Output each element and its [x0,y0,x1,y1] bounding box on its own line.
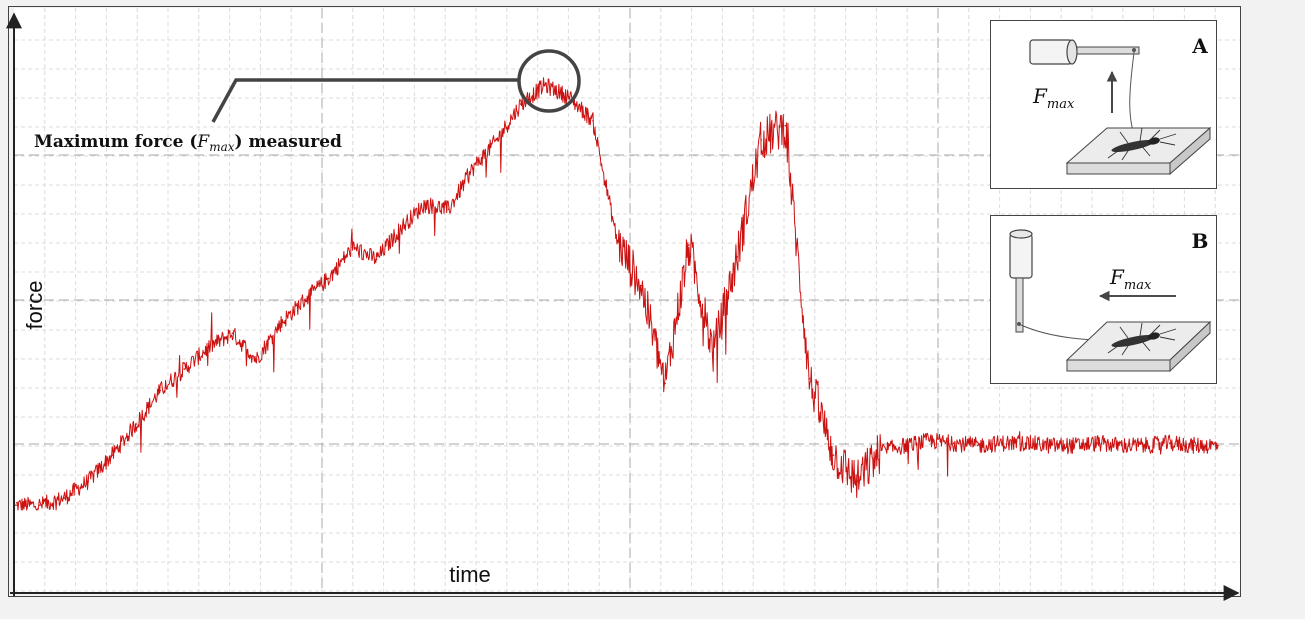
force-data-point [1097,442,1099,444]
force-data-point [976,444,979,447]
sensor-b-cap [1009,229,1033,239]
plate-a-side [1169,126,1211,176]
force-data-point [39,504,41,507]
inset-b: B Fmax [990,215,1217,384]
force-data-point [1169,442,1171,444]
force-data-point [736,256,738,258]
insect-b [1107,322,1177,356]
force-data-point [712,351,714,354]
annotation-leader-line [211,78,519,123]
force-data-point [592,120,594,122]
force-data-point [279,323,282,325]
inset-b-label: B [1192,229,1209,253]
force-data-point [231,332,234,335]
force-label-a: Fmax [1032,84,1075,112]
force-data-point [159,389,161,392]
force-data-point [1024,442,1027,444]
sensor-a-body [1029,39,1073,65]
sensor-b-probe [1015,277,1024,333]
force-data-point [520,103,522,105]
force-data-point [447,208,450,210]
force-data-point [87,480,89,483]
figure-frame [8,6,1241,597]
force-data-point [568,96,570,98]
force-data-point [472,167,474,170]
force-data-point [688,244,690,246]
sensor-b-body [1009,233,1033,279]
probe-b-tip [1017,322,1021,326]
force-data-point [808,377,811,380]
force-data-point [351,246,354,249]
force-data-point [784,124,787,127]
x-axis-label: time [449,562,491,587]
force-data-point [1073,444,1075,447]
force-data-point [15,504,17,507]
force-data-point [183,368,186,370]
force-data-point [832,454,835,456]
force-data-point [664,382,666,385]
force-data-point [375,258,378,261]
max-force-annotation: Maximum force (Fmax) measured [34,49,581,154]
plate-b-side [1169,320,1211,373]
force-data-point [616,239,618,241]
insect-a [1107,127,1177,161]
annotation-text: Maximum force (Fmax) measured [34,132,342,154]
inset-a-label: A [1191,34,1208,58]
plate-a-front [1066,162,1171,175]
sensor-a-cap [1066,39,1078,65]
inset-a: A Fmax [990,20,1217,189]
force-label-b: Fmax [1109,265,1152,293]
force-data-point [207,346,210,349]
force-data-point [63,497,65,499]
force-data-point [1193,444,1195,447]
sensor-a-probe [1076,46,1140,55]
grid-minor [14,8,1240,592]
force-data-point [880,449,883,452]
force-data-point [135,423,137,425]
force-data-point [760,139,762,141]
probe-a-tip [1132,48,1136,52]
force-data-point [1000,442,1003,444]
force-data-point [544,84,546,86]
y-axis-label: force [22,281,47,330]
force-data-point [952,442,955,444]
series-layer [15,77,1219,511]
force-data-point [303,299,306,301]
force-data-point [255,358,258,361]
force-data-point [496,139,498,141]
force-data-point [1048,444,1051,447]
force-trace-line [15,77,1219,511]
force-data-point [399,227,402,230]
force-data-point [640,284,642,287]
force-data-point [327,277,330,280]
force-data-point [928,440,931,442]
force-data-point [904,444,907,447]
force-data-point [1217,444,1219,447]
force-data-point [856,480,859,483]
force-data-point [1145,444,1147,447]
force-data-point [1121,444,1123,447]
plate-b-front [1066,359,1171,372]
force-data-point [423,203,426,206]
force-data-point [111,454,113,456]
